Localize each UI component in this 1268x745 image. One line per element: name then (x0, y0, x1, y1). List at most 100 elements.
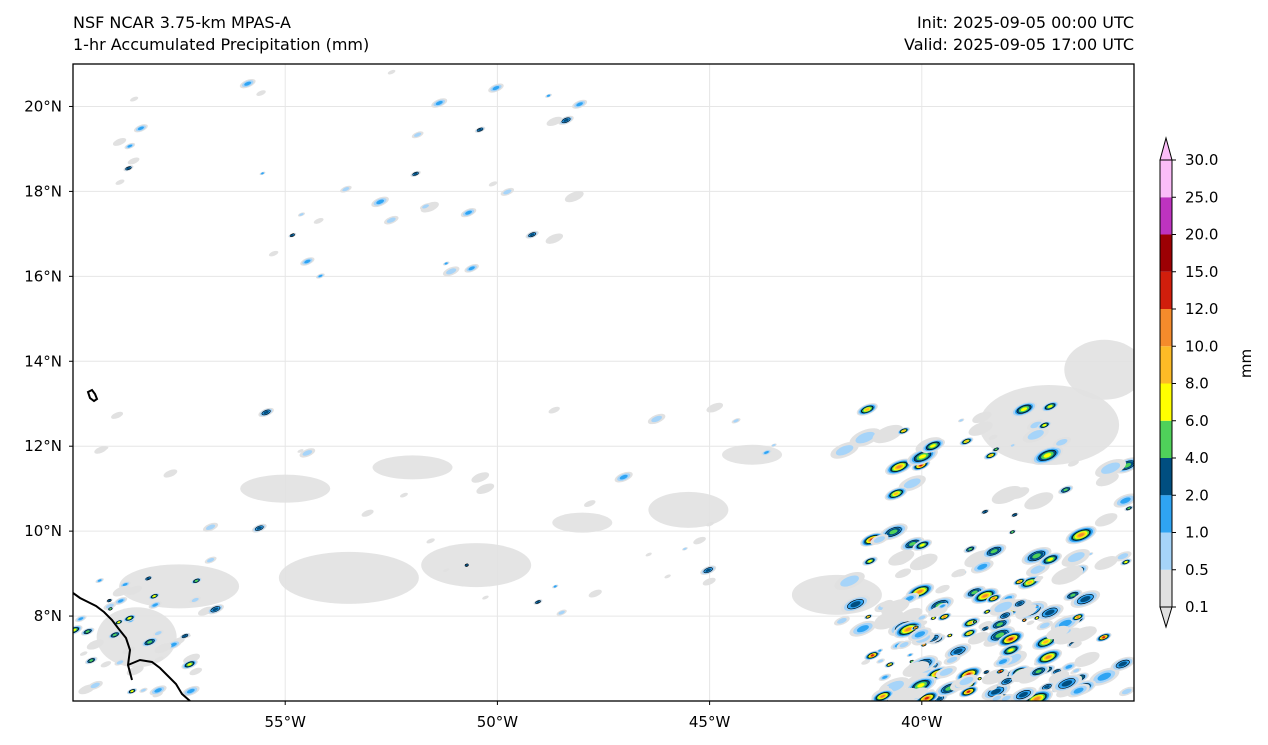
colorbar-extend-low (1159, 606, 1173, 629)
precip-cell (967, 632, 971, 635)
precip-cell (989, 454, 993, 457)
precip-cell (967, 631, 990, 645)
colorbar-segment (1160, 495, 1172, 533)
precip-cell (899, 607, 923, 622)
precip-contour (261, 409, 271, 416)
precip-contour (982, 509, 988, 514)
precip-cell (212, 607, 219, 612)
precip-cell (126, 585, 143, 596)
chart-title-left: NSF NCAR 3.75-km MPAS-A 1-hr Accumulated… (73, 12, 369, 56)
precip-cell (878, 685, 890, 692)
precip-cell (435, 100, 443, 106)
precip-cell (100, 661, 112, 668)
precip-cell (90, 682, 100, 689)
stratiform-patch (240, 474, 331, 503)
precip-cell (948, 634, 951, 637)
precip-contour (464, 563, 469, 567)
precip-cell (137, 126, 144, 131)
lon-tick-label: 45°W (689, 713, 731, 731)
precip-cell (117, 621, 120, 624)
precip-cell (1015, 604, 1038, 618)
ocean-background (73, 64, 1134, 701)
precip-cell (706, 402, 724, 413)
precip-cell (129, 669, 138, 676)
precip-contour (889, 489, 903, 498)
precip-cell (1003, 679, 1011, 684)
precip-contour (1015, 690, 1031, 700)
init-time: Init: 2025-09-05 00:00 UTC (916, 13, 1134, 32)
precip-cell (995, 632, 1005, 638)
precip-contour (1000, 612, 1010, 619)
precip-cell (991, 485, 1023, 504)
precip-cell (399, 492, 408, 498)
colorbar-segment (1160, 271, 1172, 309)
precip-cell (290, 234, 294, 237)
precip-cell (983, 510, 987, 513)
precip-cell (78, 617, 84, 621)
precip-contour (1058, 678, 1076, 689)
precip-cell (105, 603, 114, 609)
precip-cell (902, 429, 905, 432)
precip-cell (1002, 613, 1008, 618)
precip-contour (1040, 652, 1057, 663)
precip-cell (988, 685, 998, 691)
colorbar-tick-label: 12.0 (1185, 300, 1218, 318)
precip-cell (664, 574, 671, 579)
precip-cell (651, 415, 663, 423)
precip-cell (1032, 553, 1041, 559)
colorbar-tick-label: 15.0 (1185, 263, 1218, 281)
precip-cell (478, 128, 482, 131)
precip-contour (125, 615, 134, 621)
precip-cell (1056, 438, 1068, 446)
precip-cell (706, 521, 714, 527)
precip-cell (361, 509, 374, 517)
precip-cell (645, 552, 652, 557)
precip-cell (971, 590, 978, 595)
stratiform-patch (421, 543, 532, 588)
precip-cell (1068, 460, 1079, 467)
precip-cell (122, 583, 128, 587)
precip-contour (940, 614, 949, 620)
precip-contour (916, 541, 928, 549)
precip-cell (471, 472, 490, 483)
precip-contour (947, 633, 953, 638)
precip-cell (1067, 552, 1085, 563)
precip-contour (1012, 513, 1018, 517)
precip-contour (964, 630, 975, 637)
precip-cell (140, 688, 146, 692)
precip-contour (983, 670, 989, 674)
precip-cell (1042, 424, 1047, 427)
precip-cell (994, 448, 998, 451)
precip-contour (1016, 404, 1032, 414)
precip-cell (996, 622, 1004, 627)
precip-cell (1035, 669, 1042, 674)
precip-cell (1045, 655, 1051, 659)
precip-cell (546, 116, 563, 127)
precip-contour (1042, 683, 1052, 690)
precip-cell (1102, 636, 1106, 639)
precip-cell (109, 607, 112, 610)
precip-cell (127, 617, 132, 620)
precip-cell (1061, 680, 1073, 687)
precip-cell (563, 118, 569, 122)
lat-tick-label: 12°N (24, 437, 62, 455)
colorbar-tick-label: 10.0 (1185, 337, 1218, 355)
precip-cell (576, 102, 583, 107)
precip-cell (386, 217, 396, 223)
precip-cell (872, 424, 904, 444)
precip-cell (1121, 688, 1132, 695)
precip-cell (1039, 622, 1050, 629)
precip-contour (1009, 530, 1015, 534)
lat-tick-label: 8°N (34, 607, 62, 625)
precip-cell (865, 408, 870, 411)
precip-cell (877, 659, 884, 663)
precip-cell (914, 626, 917, 629)
lat-tick-label: 16°N (24, 267, 62, 285)
precip-cell (465, 564, 468, 567)
precip-cell (127, 144, 133, 148)
precip-cell (183, 634, 187, 638)
precip-cell (117, 599, 124, 603)
lat-tick-label: 20°N (24, 97, 62, 115)
precip-cell (122, 646, 135, 655)
